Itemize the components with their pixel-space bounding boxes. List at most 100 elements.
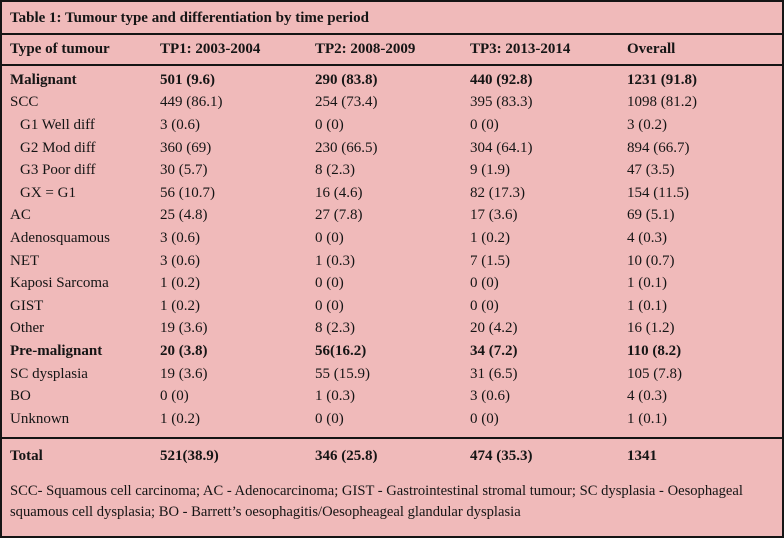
cell-tp2: 0 (0) xyxy=(315,410,344,427)
cell-overall: 110 (8.2) xyxy=(627,342,682,359)
total-row: Total 521(38.9) 346 (25.8) 474 (35.3) 13… xyxy=(2,436,782,475)
cell-tp2: 0 (0) xyxy=(315,297,344,314)
row-label: Pre-malignant xyxy=(10,342,103,359)
row-label: NET xyxy=(10,252,40,269)
cell-overall: 1 (0.1) xyxy=(627,410,667,427)
row-label: GX = G1 xyxy=(20,184,76,201)
table-row: G1 Well diff 3 (0.6) 0 (0) 0 (0) 3 (0.2) xyxy=(2,114,782,137)
cell-tp3: 0 (0) xyxy=(470,297,499,314)
cell-tp2: 1 (0.3) xyxy=(315,388,355,405)
table-header-row: Type of tumour TP1: 2003-2004 TP2: 2008-… xyxy=(2,35,782,66)
cell-tp1: 1 (0.2) xyxy=(160,297,200,314)
cell-tp3: 440 (92.8) xyxy=(470,71,533,88)
total-row-label: Total xyxy=(10,448,43,464)
cell-tp2: 27 (7.8) xyxy=(315,207,363,224)
cell-tp1: 3 (0.6) xyxy=(160,229,200,246)
table-row: SC dysplasia 19 (3.6) 55 (15.9) 31 (6.5)… xyxy=(2,363,782,386)
cell-tp1: 3 (0.6) xyxy=(160,116,200,133)
row-label: BO xyxy=(10,388,31,405)
cell-tp1: 19 (3.6) xyxy=(160,320,208,337)
cell-tp1: 501 (9.6) xyxy=(160,71,215,88)
cell-overall: 3 (0.2) xyxy=(627,116,667,133)
total-cell-tp1: 521(38.9) xyxy=(160,448,219,464)
cell-tp2: 0 (0) xyxy=(315,229,344,246)
table-footnote: SCC- Squamous cell carcinoma; AC - Adeno… xyxy=(10,482,743,520)
table-title: Table 1: Tumour type and differentiation… xyxy=(2,2,782,35)
column-header-tp1: TP1: 2003-2004 xyxy=(160,41,261,57)
cell-tp1: 1 (0.2) xyxy=(160,275,200,292)
table-row: Pre-malignant 20 (3.8) 56(16.2) 34 (7.2)… xyxy=(2,340,782,363)
cell-overall: 69 (5.1) xyxy=(627,207,675,224)
row-label: SCC xyxy=(10,94,39,111)
total-cell-overall: 1341 xyxy=(627,448,657,464)
total-cell-tp3: 474 (35.3) xyxy=(470,448,533,464)
cell-tp1: 1 (0.2) xyxy=(160,410,200,427)
cell-tp3: 0 (0) xyxy=(470,116,499,133)
column-header-overall: Overall xyxy=(627,41,676,57)
cell-tp2: 55 (15.9) xyxy=(315,365,370,382)
cell-overall: 1231 (91.8) xyxy=(627,71,697,88)
cell-tp2: 8 (2.3) xyxy=(315,320,355,337)
cell-tp2: 290 (83.8) xyxy=(315,71,378,88)
table-row: Malignant 501 (9.6) 290 (83.8) 440 (92.8… xyxy=(2,69,782,92)
cell-overall: 1098 (81.2) xyxy=(627,94,697,111)
cell-tp2: 254 (73.4) xyxy=(315,94,378,111)
row-label: G1 Well diff xyxy=(20,116,95,133)
cell-tp2: 8 (2.3) xyxy=(315,162,355,179)
cell-tp3: 304 (64.1) xyxy=(470,139,533,156)
cell-tp1: 3 (0.6) xyxy=(160,252,200,269)
table-row: Kaposi Sarcoma 1 (0.2) 0 (0) 0 (0) 1 (0.… xyxy=(2,272,782,295)
row-label: Adenosquamous xyxy=(10,229,110,246)
table-row: G2 Mod diff 360 (69) 230 (66.5) 304 (64.… xyxy=(2,137,782,160)
table-row: NET 3 (0.6) 1 (0.3) 7 (1.5) 10 (0.7) xyxy=(2,250,782,273)
row-label: G2 Mod diff xyxy=(20,139,96,156)
table-row: G3 Poor diff 30 (5.7) 8 (2.3) 9 (1.9) 47… xyxy=(2,159,782,182)
column-header-type-of-tumour: Type of tumour xyxy=(10,41,110,57)
cell-tp2: 230 (66.5) xyxy=(315,139,378,156)
cell-tp2: 16 (4.6) xyxy=(315,184,363,201)
cell-tp3: 3 (0.6) xyxy=(470,388,510,405)
cell-overall: 1 (0.1) xyxy=(627,275,667,292)
total-cell-tp2: 346 (25.8) xyxy=(315,448,378,464)
table-row: Unknown 1 (0.2) 0 (0) 0 (0) 1 (0.1) xyxy=(2,408,782,431)
cell-tp3: 9 (1.9) xyxy=(470,162,510,179)
cell-overall: 47 (3.5) xyxy=(627,162,675,179)
cell-overall: 1 (0.1) xyxy=(627,297,667,314)
cell-tp3: 1 (0.2) xyxy=(470,229,510,246)
cell-overall: 154 (11.5) xyxy=(627,184,689,201)
cell-tp2: 0 (0) xyxy=(315,275,344,292)
cell-tp1: 19 (3.6) xyxy=(160,365,208,382)
cell-tp1: 30 (5.7) xyxy=(160,162,208,179)
cell-tp1: 25 (4.8) xyxy=(160,207,208,224)
cell-tp3: 395 (83.3) xyxy=(470,94,533,111)
cell-tp3: 20 (4.2) xyxy=(470,320,518,337)
row-label: Malignant xyxy=(10,71,77,88)
table-body: Malignant 501 (9.6) 290 (83.8) 440 (92.8… xyxy=(2,66,782,431)
row-label: GIST xyxy=(10,297,44,314)
cell-tp1: 449 (86.1) xyxy=(160,94,223,111)
cell-tp3: 7 (1.5) xyxy=(470,252,510,269)
cell-overall: 10 (0.7) xyxy=(627,252,675,269)
row-label: AC xyxy=(10,207,31,224)
column-header-tp2: TP2: 2008-2009 xyxy=(315,41,416,57)
cell-tp1: 20 (3.8) xyxy=(160,342,208,359)
cell-tp2: 1 (0.3) xyxy=(315,252,355,269)
table-row: Other 19 (3.6) 8 (2.3) 20 (4.2) 16 (1.2) xyxy=(2,318,782,341)
row-label: Other xyxy=(10,320,45,337)
cell-tp1: 360 (69) xyxy=(160,139,212,156)
cell-tp3: 82 (17.3) xyxy=(470,184,525,201)
cell-tp2: 0 (0) xyxy=(315,116,344,133)
table-row: GX = G1 56 (10.7) 16 (4.6) 82 (17.3) 154… xyxy=(2,182,782,205)
table-row: Adenosquamous 3 (0.6) 0 (0) 1 (0.2) 4 (0… xyxy=(2,227,782,250)
column-header-tp3: TP3: 2013-2014 xyxy=(470,41,571,57)
row-label: SC dysplasia xyxy=(10,365,88,382)
cell-tp3: 0 (0) xyxy=(470,410,499,427)
cell-overall: 4 (0.3) xyxy=(627,229,667,246)
cell-overall: 894 (66.7) xyxy=(627,139,690,156)
row-label: G3 Poor diff xyxy=(20,162,96,179)
table-row: BO 0 (0) 1 (0.3) 3 (0.6) 4 (0.3) xyxy=(2,385,782,408)
row-label: Unknown xyxy=(10,410,70,427)
cell-overall: 4 (0.3) xyxy=(627,388,667,405)
table-row: GIST 1 (0.2) 0 (0) 0 (0) 1 (0.1) xyxy=(2,295,782,318)
